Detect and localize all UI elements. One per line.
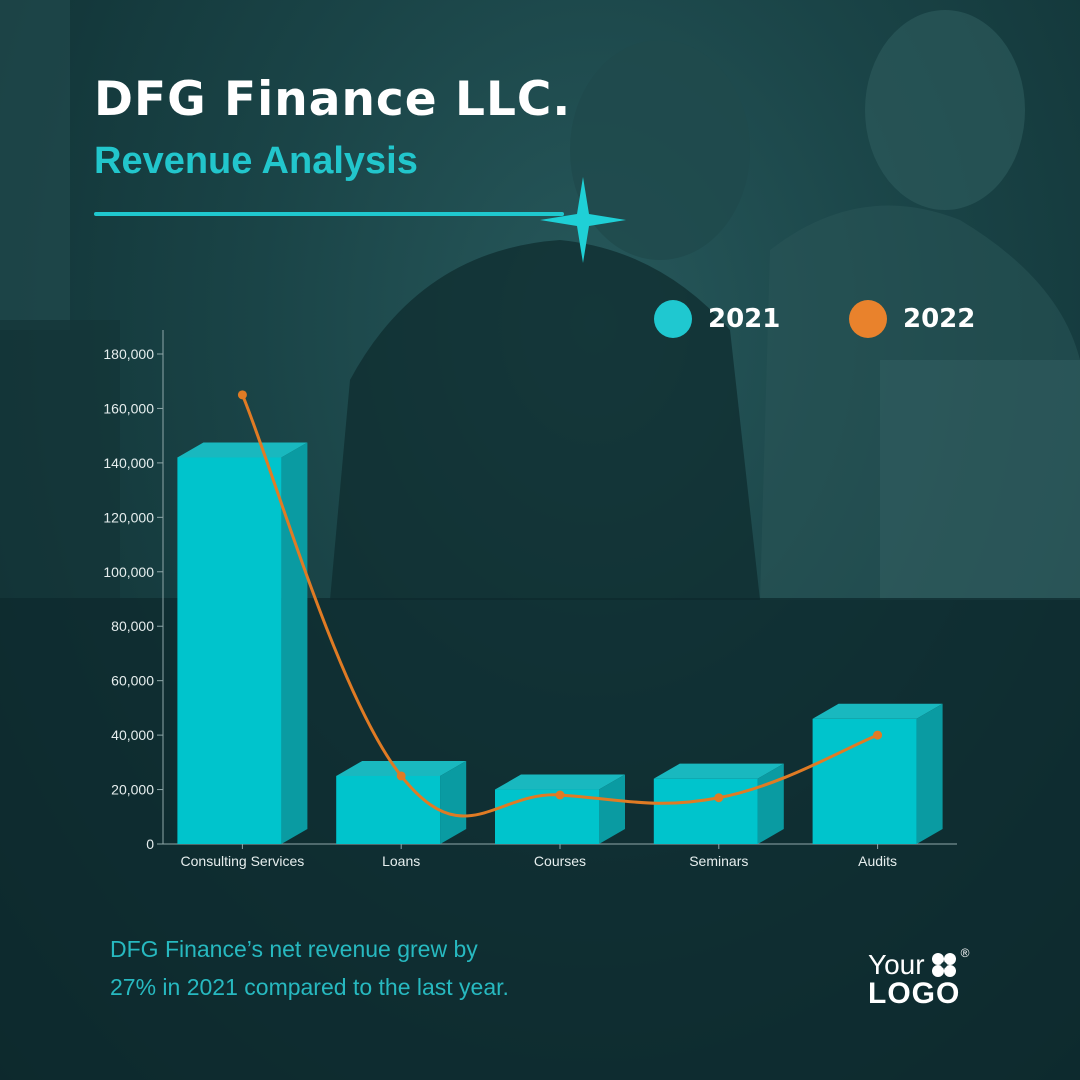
x-tick-label: Consulting Services bbox=[181, 853, 305, 869]
x-tick-label: Seminars bbox=[689, 853, 748, 869]
registered-mark: ® bbox=[960, 946, 970, 960]
legend-label-2022: 2022 bbox=[903, 304, 976, 334]
summary-line-1: DFG Finance’s net revenue grew by bbox=[110, 936, 478, 962]
y-tick-label: 100,000 bbox=[103, 564, 154, 580]
bar-top bbox=[336, 760, 467, 776]
legend-label-2021: 2021 bbox=[708, 304, 781, 334]
legend-item-2022: 2022 bbox=[849, 300, 975, 338]
x-tick-label: Loans bbox=[382, 853, 420, 869]
logo-text-top: Your bbox=[868, 949, 925, 980]
line-point bbox=[396, 771, 406, 781]
bar-top bbox=[653, 763, 784, 779]
summary-line-2: 27% in 2021 compared to the last year. bbox=[110, 974, 509, 1000]
y-tick-label: 40,000 bbox=[111, 727, 154, 743]
title-divider bbox=[94, 212, 564, 216]
bar-side bbox=[916, 703, 943, 844]
summary-text: DFG Finance’s net revenue grew by 27% in… bbox=[110, 930, 509, 1006]
y-tick-label: 0 bbox=[146, 836, 154, 852]
page-subtitle: Revenue Analysis bbox=[94, 140, 418, 182]
bar bbox=[495, 789, 599, 844]
line-point bbox=[873, 730, 883, 740]
brand-logo: Your ® LOGO bbox=[868, 946, 969, 1010]
y-tick-label: 140,000 bbox=[103, 455, 154, 471]
bar-side bbox=[440, 760, 467, 844]
bar bbox=[177, 457, 282, 844]
bar-top bbox=[495, 774, 625, 790]
logo-mark-icon bbox=[931, 953, 956, 977]
bar bbox=[812, 718, 917, 844]
bar bbox=[653, 778, 758, 844]
logo-text-bottom: LOGO bbox=[868, 977, 961, 1010]
y-tick-label: 160,000 bbox=[103, 400, 154, 416]
x-tick-label: Courses bbox=[534, 853, 586, 869]
y-tick-label: 120,000 bbox=[103, 509, 154, 525]
y-tick-label: 20,000 bbox=[111, 782, 154, 798]
bar-side bbox=[281, 442, 308, 844]
sparkle-icon bbox=[540, 177, 626, 263]
series-line-2022 bbox=[241, 394, 879, 818]
legend-item-2021: 2021 bbox=[654, 300, 780, 338]
y-tick-label: 180,000 bbox=[103, 346, 154, 362]
line-point bbox=[237, 390, 247, 400]
legend-swatch-2022 bbox=[849, 300, 887, 338]
y-tick-label: 80,000 bbox=[111, 618, 154, 634]
y-tick-label: 60,000 bbox=[111, 673, 154, 689]
legend-swatch-2021 bbox=[654, 300, 692, 338]
bar-side bbox=[599, 774, 625, 844]
x-tick-label: Audits bbox=[858, 853, 897, 869]
line-point bbox=[714, 793, 724, 803]
bar-top bbox=[812, 703, 943, 719]
bar bbox=[336, 775, 441, 844]
page-title: DFG Finance LLC. bbox=[94, 72, 572, 127]
bar-top bbox=[177, 442, 308, 458]
line-point bbox=[555, 790, 565, 800]
